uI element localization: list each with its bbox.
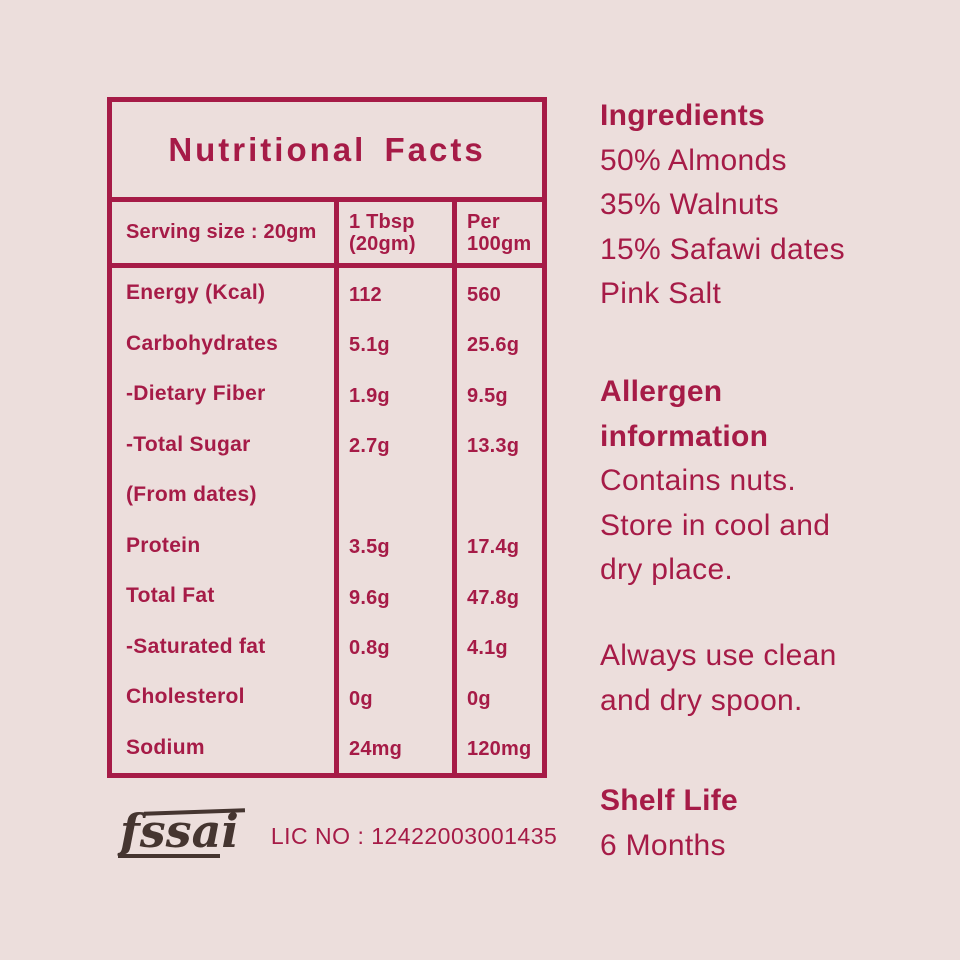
row-value-100gm: 0g — [452, 672, 542, 723]
fssai-license-row: fssai LIC NO : 12422003001435 — [118, 800, 557, 866]
table-row-cholesterol: Cholesterol 0g 0g — [112, 672, 542, 723]
ingredient-item: 35% Walnuts — [600, 188, 779, 221]
ingredient-item: 15% Safawi dates — [600, 232, 845, 266]
allergen-heading-line1: Allergen — [600, 375, 723, 408]
row-label: (From dates) — [126, 483, 257, 507]
usage-note-section: Always use clean and dry spoon. — [600, 634, 837, 723]
header-per-100gm-line1: Per — [467, 210, 500, 233]
ingredient-item: Pink Salt — [600, 277, 722, 310]
allergen-text-line: Store in cool and — [600, 508, 831, 542]
row-label: Protein — [126, 533, 201, 557]
allergen-text-line: dry place. — [600, 553, 734, 586]
table-row-saturated-fat: -Saturated fat 0.8g 4.1g — [112, 621, 542, 672]
table-row-total-fat: Total Fat 9.6g 47.8g — [112, 571, 542, 622]
row-label: Total Fat — [126, 584, 215, 608]
row-label: -Dietary Fiber — [126, 382, 266, 406]
row-value-100gm: 560 — [452, 268, 542, 319]
fssai-logo-text: fssai — [120, 804, 239, 858]
header-per-100gm-line2: 100gm — [467, 232, 532, 255]
row-value-100gm: 17.4g — [452, 520, 542, 571]
row-value-serving — [334, 470, 452, 521]
fssai-bottom-bar — [118, 854, 221, 858]
ingredient-item: 50% Almonds — [600, 143, 787, 177]
allergen-heading-line2: information — [600, 419, 769, 453]
row-value-serving: 0g — [334, 672, 452, 723]
row-value-100gm: 25.6g — [452, 318, 542, 369]
license-number: LIC NO : 12422003001435 — [270, 822, 558, 849]
row-label: Sodium — [126, 735, 205, 759]
row-label: Carbohydrates — [126, 331, 279, 355]
shelf-life-section: Shelf Life 6 Months — [600, 779, 738, 868]
row-value-100gm: 47.8g — [452, 571, 542, 622]
row-value-serving: 9.6g — [334, 571, 452, 622]
table-row-carbohydrates: Carbohydrates 5.1g 25.6g — [112, 318, 542, 369]
header-per-100gm: Per 100gm — [452, 202, 542, 263]
row-value-100gm: 13.3g — [452, 419, 542, 470]
table-row-from-dates: (From dates) — [112, 470, 542, 521]
row-label: -Total Sugar — [126, 432, 251, 456]
row-value-serving: 24mg — [334, 722, 452, 773]
row-value-100gm — [452, 470, 542, 521]
table-row-total-sugar: -Total Sugar 2.7g 13.3g — [112, 419, 542, 470]
table-title: Nutritional Facts — [112, 102, 542, 202]
table-row-protein: Protein 3.5g 17.4g — [112, 520, 542, 571]
table-body: Energy (Kcal) 112 560 Carbohydrates 5.1g… — [112, 268, 542, 773]
row-value-serving: 0.8g — [334, 621, 452, 672]
ingredients-heading: Ingredients — [600, 99, 765, 132]
row-label: Energy (Kcal) — [126, 281, 266, 305]
table-row-sodium: Sodium 24mg 120mg — [112, 722, 542, 773]
header-serving-size: Serving size : 20gm — [126, 221, 317, 243]
usage-text-line: and dry spoon. — [600, 683, 803, 717]
row-value-serving: 1.9g — [334, 369, 452, 420]
header-per-tbsp-line2: (20gm) — [349, 232, 416, 255]
row-value-100gm: 9.5g — [452, 369, 542, 420]
row-label: Cholesterol — [126, 685, 245, 709]
row-value-serving: 5.1g — [334, 318, 452, 369]
row-value-100gm: 4.1g — [452, 621, 542, 672]
header-per-tbsp-line1: 1 Tbsp — [349, 210, 415, 233]
row-value-100gm: 120mg — [452, 722, 542, 773]
row-value-serving: 2.7g — [334, 419, 452, 470]
header-per-tbsp: 1 Tbsp (20gm) — [334, 202, 452, 263]
row-label: -Saturated fat — [126, 634, 266, 658]
row-value-serving: 112 — [334, 268, 452, 319]
usage-text-line: Always use clean — [600, 639, 837, 672]
fssai-logo: fssai — [118, 802, 245, 864]
allergen-section: Allergen information Contains nuts. Stor… — [600, 370, 830, 593]
table-row-energy: Energy (Kcal) 112 560 — [112, 268, 542, 319]
allergen-text-line: Contains nuts. — [600, 464, 796, 497]
row-value-serving: 3.5g — [334, 520, 452, 571]
ingredients-section: Ingredients 50% Almonds 35% Walnuts 15% … — [600, 94, 845, 317]
nutrition-facts-table: Nutritional Facts Serving size : 20gm 1 … — [107, 97, 547, 778]
table-header-row: Serving size : 20gm 1 Tbsp (20gm) Per 10… — [112, 202, 542, 268]
shelf-life-heading: Shelf Life — [600, 784, 739, 817]
table-row-dietary-fiber: -Dietary Fiber 1.9g 9.5g — [112, 369, 542, 420]
shelf-life-value: 6 Months — [600, 828, 726, 862]
